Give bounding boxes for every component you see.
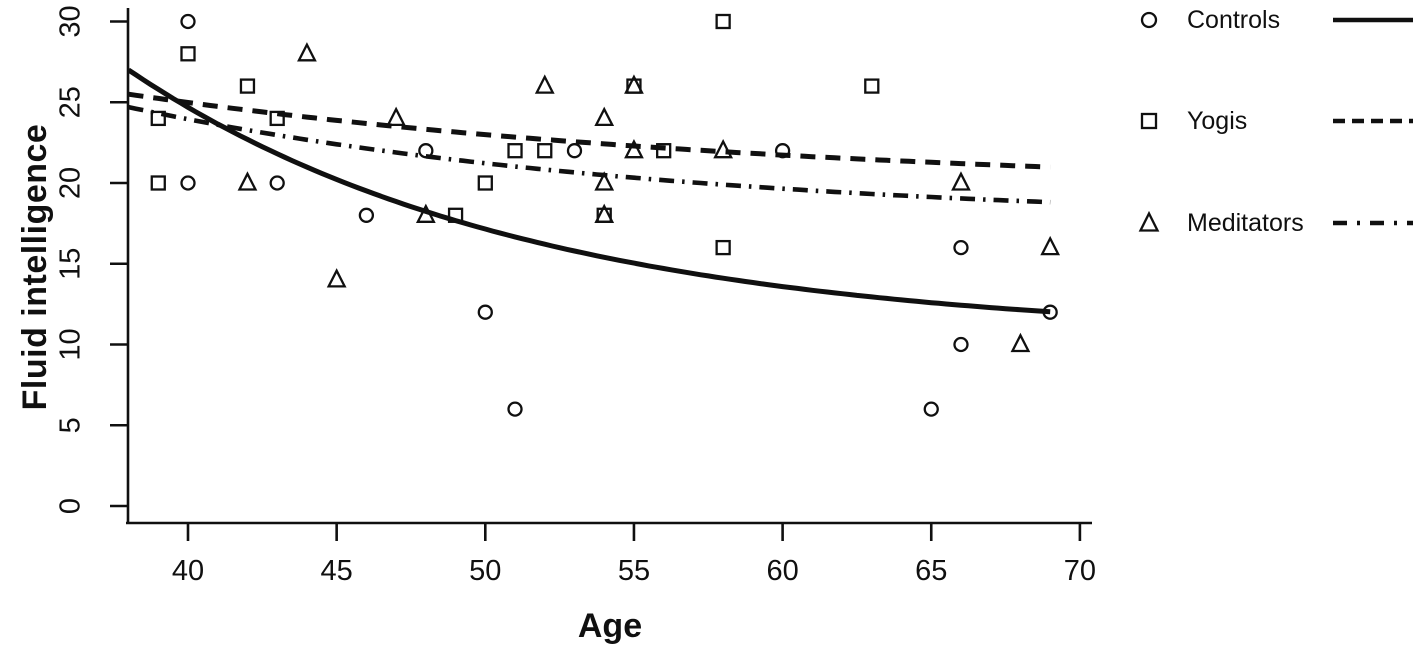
series-controls-points [180, 13, 1058, 417]
triangle-data-point [624, 74, 644, 94]
dashed-line-icon [1333, 118, 1413, 124]
square-data-point [150, 110, 166, 127]
triangle-data-point [237, 171, 258, 191]
x-tick-label: 60 [766, 555, 798, 587]
circle-data-point [507, 401, 523, 417]
triangle-data-point [1010, 332, 1031, 353]
axes: 40 45 50 55 60 65 70 0 5 10 15 20 25 30 [55, 5, 1096, 587]
circle-data-point [477, 304, 493, 320]
circle-data-point [180, 13, 196, 30]
square-marker-icon [1140, 112, 1158, 130]
x-tick-label: 50 [469, 555, 501, 587]
series-meditators-points [237, 42, 1061, 353]
circle-data-point [269, 175, 285, 191]
square-data-point [715, 13, 731, 30]
triangle-data-point [713, 138, 734, 159]
trend-line-controls [127, 67, 1051, 315]
trend-line-meditators [128, 104, 1051, 205]
legend-label-meditators: Meditators [1187, 208, 1304, 237]
square-data-point [507, 143, 523, 159]
circle-data-point [923, 401, 939, 417]
square-data-point [656, 143, 672, 159]
circle-data-point [180, 175, 196, 191]
y-tick-label: 30 [55, 5, 87, 37]
square-data-point [715, 239, 731, 256]
triangle-marker-icon [1138, 210, 1160, 232]
y-tick-label: 5 [55, 417, 87, 433]
triangle-data-point [951, 171, 971, 191]
y-tick-label: 0 [55, 498, 87, 514]
legend-item-yogis: Yogis [1128, 101, 1416, 141]
circle-data-point [953, 336, 969, 353]
y-tick-label: 15 [55, 248, 87, 280]
triangle-data-point [594, 106, 615, 127]
y-tick-label: 25 [55, 86, 87, 118]
legend-item-controls: Controls [1128, 0, 1416, 40]
triangle-data-point [1040, 235, 1061, 256]
triangle-data-point [326, 268, 347, 288]
square-data-point [537, 143, 553, 159]
series-yogis-points [150, 13, 880, 256]
square-data-point [477, 175, 493, 191]
triangle-data-point [594, 171, 615, 191]
y-tick-label: 10 [55, 328, 87, 360]
solid-line-icon [1333, 17, 1413, 23]
x-tick-label: 70 [1064, 555, 1096, 587]
x-tick-label: 45 [321, 555, 353, 587]
legend: Controls Yogis Meditators [1128, 0, 1416, 260]
square-data-point [269, 110, 285, 127]
circle-marker-icon [1140, 11, 1158, 29]
legend-item-meditators: Meditators [1128, 203, 1416, 243]
square-data-point [150, 175, 166, 191]
circle-data-point [566, 143, 583, 159]
dash-dot-line-icon [1333, 220, 1413, 226]
triangle-data-point [624, 138, 644, 159]
y-tick-label: 20 [55, 167, 87, 199]
x-tick-label: 65 [915, 555, 947, 587]
x-axis-title: Age [577, 607, 643, 645]
legend-label-yogis: Yogis [1187, 106, 1248, 135]
triangle-data-point [534, 74, 555, 94]
circle-data-point [953, 239, 969, 256]
trend-line-yogis [128, 91, 1051, 170]
x-tick-label: 55 [618, 555, 650, 587]
triangle-data-point [594, 203, 615, 223]
x-tick-label: 40 [172, 555, 204, 587]
square-data-point [180, 46, 196, 62]
y-axis-title: Fluid intelligence [16, 123, 54, 411]
circle-data-point [358, 207, 375, 223]
triangle-data-point [386, 106, 406, 127]
square-data-point [864, 78, 880, 94]
triangle-data-point [297, 42, 317, 62]
square-data-point [239, 78, 256, 94]
legend-label-controls: Controls [1187, 5, 1281, 34]
